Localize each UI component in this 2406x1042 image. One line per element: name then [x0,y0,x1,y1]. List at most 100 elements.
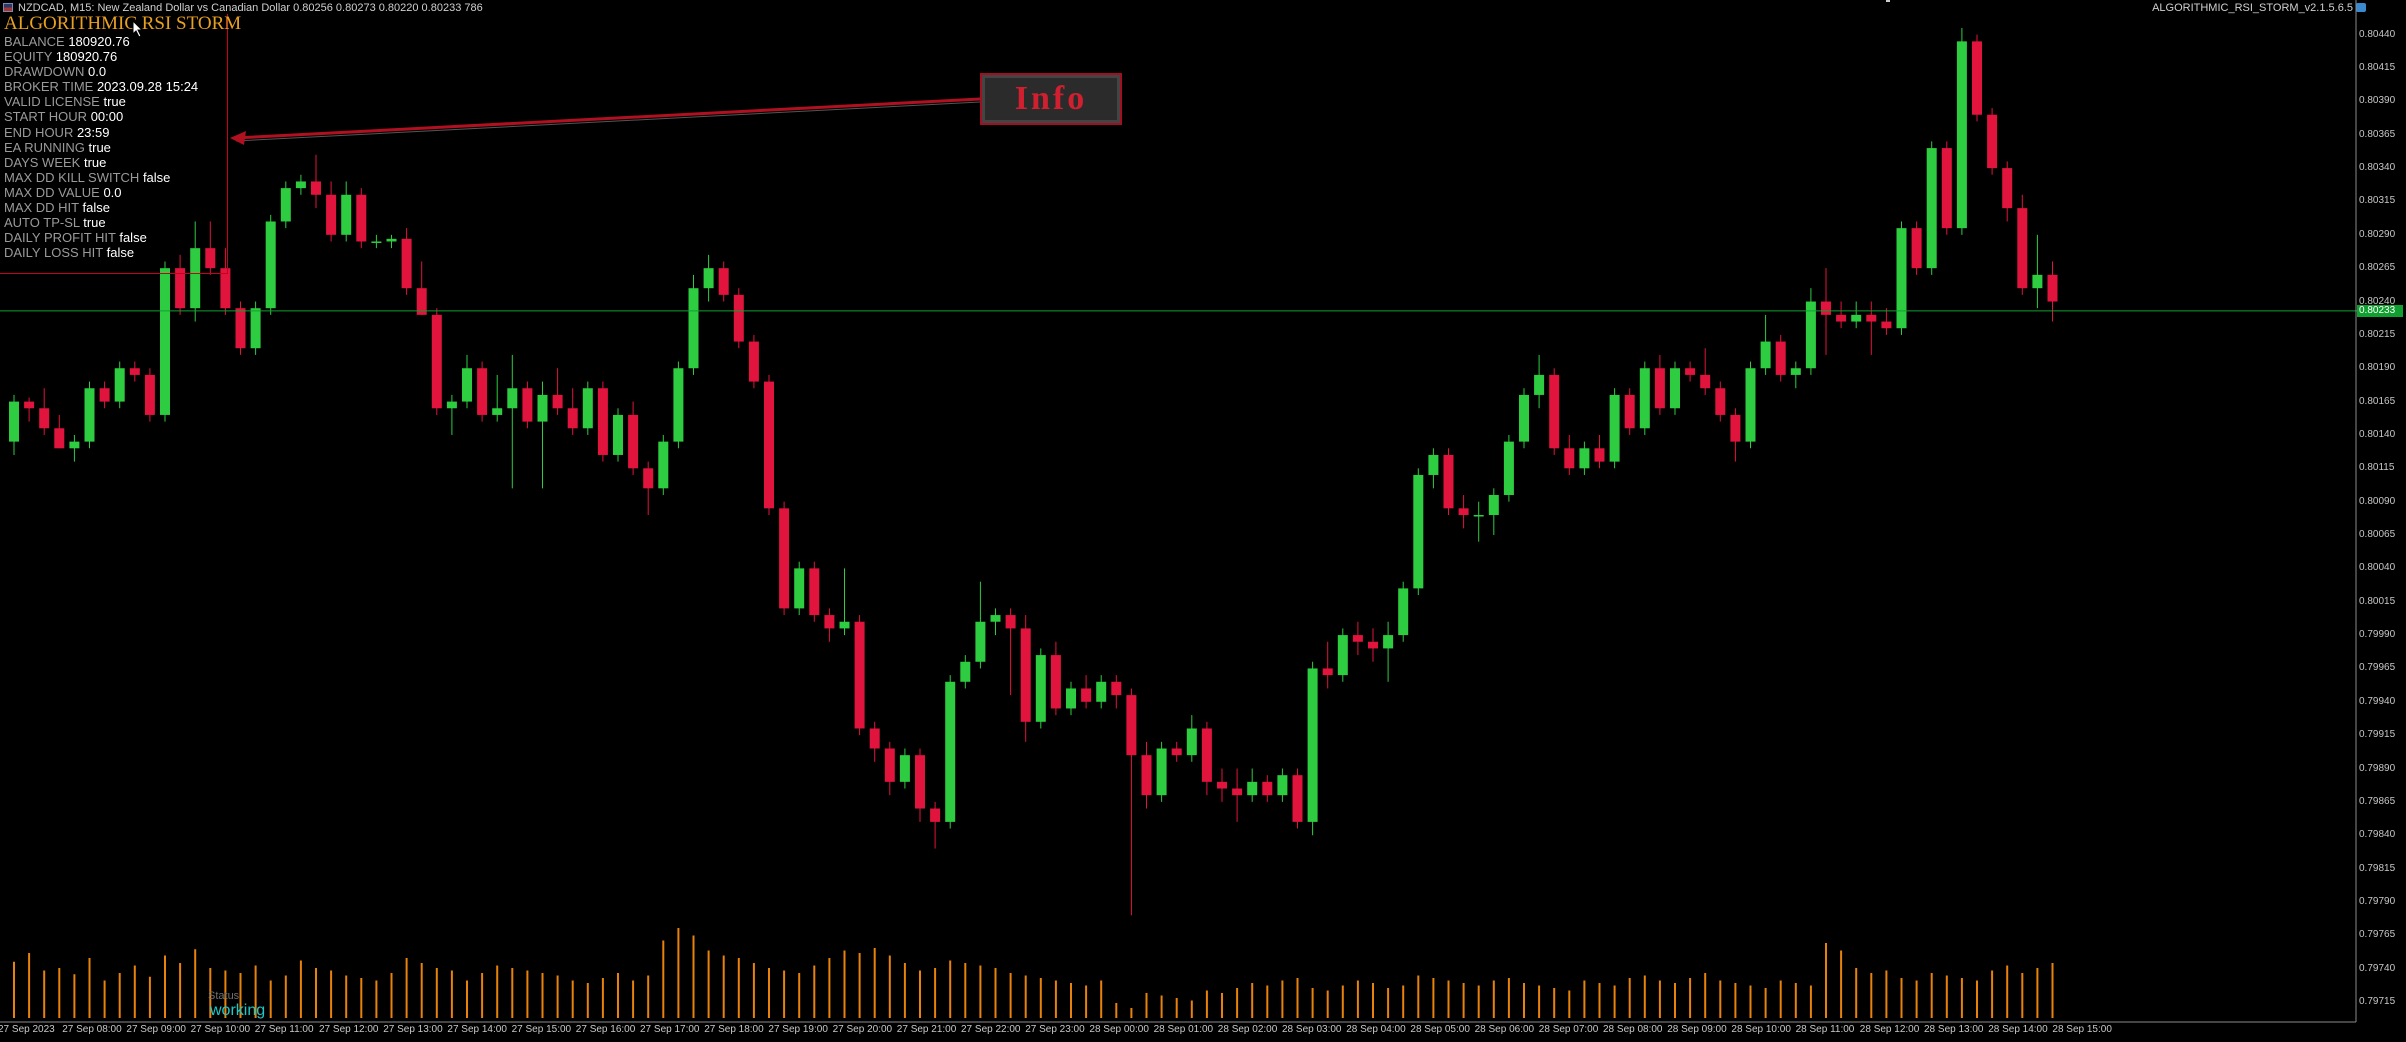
candle-body [1639,368,1650,429]
price-axis-label: 0.80240 [2359,295,2396,307]
candle-body [1413,474,1424,589]
candle-body [84,388,95,442]
candle-body [1594,448,1605,462]
info-row-label: EQUITY [4,49,56,65]
candle-body [1519,394,1529,442]
candle-body [175,268,186,309]
price-axis-label: 0.80090 [2359,495,2396,507]
info-row: BROKER TIME 2023.09.28 15:24 [4,79,198,94]
status-value: working [210,1002,266,1019]
candle-body [371,241,382,243]
candle-body [69,441,80,449]
info-row-value: 180920.76 [68,34,130,49]
candle-body [1171,748,1182,756]
candle-body [99,388,110,402]
info-row: DRAWDOWN 0.0 [4,64,198,79]
candle-body [1322,668,1333,676]
info-row: START HOUR 00:00 [4,109,198,124]
time-axis-label: 28 Sep 03:00 [1282,1024,1342,1035]
annotation-arrow-shadow [235,101,981,142]
candle-body [582,388,593,429]
chart-window-icon[interactable] [3,3,13,12]
candle-body [54,428,65,449]
candle-body [341,194,352,235]
price-axis-label: 0.79740 [2359,962,2396,974]
time-axis-label: 28 Sep 09:00 [1667,1024,1727,1035]
candle-body [235,308,246,349]
candle-body [628,414,639,469]
info-row: MAX DD KILL SWITCH false [4,170,198,185]
price-axis-label: 0.80115 [2359,462,2395,474]
info-annotation-box[interactable]: Info [980,73,1122,125]
info-row-label: BALANCE [4,34,69,49]
candle-body [1579,448,1590,469]
candle-body [1337,635,1348,676]
candle-body [733,294,744,342]
candle-body [960,661,971,682]
candle-body [1111,681,1122,696]
price-axis-label: 0.80140 [2359,428,2396,440]
time-axis-label: 27 Sep 19:00 [768,1024,828,1035]
candle-body [1383,635,1394,649]
candle-body [552,394,563,409]
price-axis-label: 0.79715 [2359,995,2396,1007]
info-row-value: true [88,139,111,155]
candle-body [477,368,488,415]
info-row-value: false [142,169,171,185]
price-axis-label: 0.79965 [2359,662,2396,674]
expert-advisor-hat-icon[interactable] [2356,3,2366,12]
candle-body [1156,748,1167,796]
candle-body [930,808,941,822]
info-row: DAILY LOSS HIT false [4,245,198,260]
time-axis-label: 28 Sep 06:00 [1474,1024,1535,1035]
candle-body [1745,368,1756,442]
candle-body [884,748,895,782]
price-axis-label: 0.79765 [2359,929,2396,941]
candle-body [205,248,216,269]
candle-body [507,388,518,409]
info-row-value: true [83,154,107,170]
candle-body [1775,341,1786,375]
info-row: END HOUR 23:59 [4,125,198,140]
info-row-label: DRAWDOWN [4,64,89,80]
candle-body [1730,414,1741,442]
mouse-cursor-icon [132,20,144,38]
candle-body [1821,301,1831,315]
panel-title: ALGORITHMIC RSI STORM [4,13,242,34]
info-row-value: true [83,215,106,231]
candle-body [1443,454,1454,509]
candle-body [1956,41,1967,229]
price-axis-label: 0.79865 [2359,795,2396,807]
candle-body [462,368,472,402]
candle-body [1534,374,1545,395]
candle-body [1428,454,1439,475]
status-label: Status [208,990,240,1002]
candle-body [1368,641,1378,649]
candle-body [1790,368,1801,375]
candle-body [9,401,19,442]
candle-body [1805,301,1816,369]
current-price-tag: 0.80233 [2357,304,2403,317]
candle-body [1503,441,1514,495]
candle-body [839,621,850,629]
time-axis-label: 27 Sep 2023 [0,1024,55,1035]
candle-body [1232,788,1243,796]
candle-body [1609,394,1620,462]
price-axis-label: 0.79790 [2359,895,2396,907]
candle-body [1881,321,1892,329]
info-row: AUTO TP-SL true [4,215,198,230]
candle-body [537,394,548,422]
time-axis-label: 27 Sep 20:00 [832,1024,893,1035]
candle-body [280,188,291,222]
info-row-value: 23:59 [76,124,110,140]
time-axis-label: 27 Sep 12:00 [319,1024,379,1035]
candle-body [915,755,925,809]
time-axis-label: 28 Sep 08:00 [1603,1024,1663,1035]
candle-body [2002,168,2013,209]
time-axis-label: 27 Sep 22:00 [961,1024,1021,1035]
price-axis-label: 0.80365 [2359,128,2396,140]
candle-body [24,401,35,409]
time-axis-label: 27 Sep 16:00 [575,1024,636,1035]
info-row-value: 2023.09.28 15:24 [96,79,199,95]
